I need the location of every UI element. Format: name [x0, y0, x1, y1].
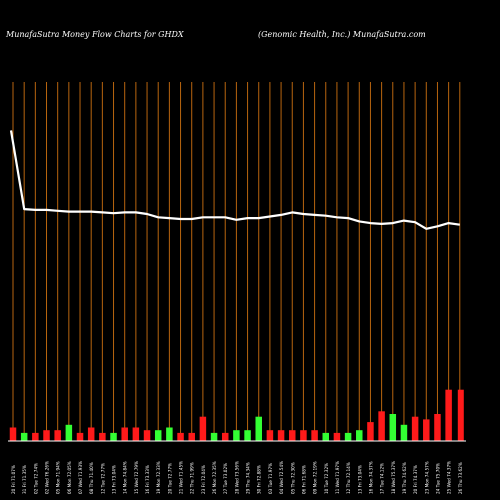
volume-bar-last [457, 389, 464, 441]
x-tick-label: 06 Fri 71.68% [301, 465, 306, 494]
volume-bar [210, 432, 218, 441]
x-tick-label: 19 Thu 74.62% [402, 462, 407, 494]
volume-bar [434, 414, 441, 441]
x-tick-label: 16 Mon 74.37% [368, 461, 373, 494]
volume-bar [154, 430, 162, 441]
volume-bar [411, 416, 419, 441]
x-tick-label: 24 Tue 75.70% [435, 463, 440, 494]
volume-bar [43, 430, 50, 441]
x-tick-label: 26 Mon 72.35% [212, 461, 217, 494]
x-tick-label: 20 Fri 74.37% [413, 465, 418, 494]
volume-bar [87, 427, 95, 441]
volume-bar [311, 430, 318, 441]
volume-bar [110, 432, 117, 441]
money-flow-line-group [9, 130, 460, 230]
x-tick-label: 03 Tue 71.97% [268, 463, 273, 494]
x-tick-label: 27 Tue 73.02% [223, 463, 228, 494]
volume-bar [132, 427, 140, 441]
grid-lines [12, 82, 461, 440]
x-tick-label: 26 Thu 73.62% [458, 462, 463, 494]
x-tick-label: 05 Mon 71.94% [56, 461, 61, 494]
volume-bar [423, 419, 430, 441]
x-tick-label: 20 Tue 72.77% [167, 463, 172, 494]
money-flow-line [9, 130, 460, 230]
x-tick-label: 25 Wed 74.37% [447, 461, 452, 494]
volume-bar [400, 424, 408, 441]
volume-bar [378, 411, 385, 441]
x-tick-label: 08 Thu 71.40% [89, 462, 94, 494]
x-tick-label: 22 Thu 71.99% [190, 462, 195, 494]
x-tick-label: 05 Thu 72.30% [290, 462, 295, 494]
x-tick-label: 07 Wed 71.93% [78, 461, 83, 494]
x-tick-label: 17 Tue 74.12% [380, 463, 385, 494]
volume-bar [322, 432, 330, 441]
volume-bar [289, 430, 296, 441]
volume-bars [9, 389, 464, 441]
x-tick-label: 04 Wed 72.54% [279, 461, 284, 494]
volume-bar [76, 432, 84, 441]
volume-bar [32, 432, 39, 441]
volume-bar [121, 427, 128, 441]
chart-header-right: (Genomic Health, Inc.) MunafaSutra.com [258, 30, 426, 39]
volume-bar [9, 427, 17, 441]
x-tick-labels: 20 Fri 71.07% 31 Fri 71.35% 02 Tue 72.74% 0… [11, 461, 463, 494]
x-tick-label: 12 Thu 72.14% [346, 462, 351, 494]
x-tick-label: 09 Mon 72.19% [313, 461, 318, 494]
x-tick-label: 31 Fri 71.35% [22, 465, 27, 494]
x-tick-label: 23 Mon 74.57% [424, 461, 429, 494]
x-tick-label: 13 Fri 73.04% [357, 465, 362, 494]
volume-bar [65, 424, 73, 441]
x-tick-label: 30 Fri 72.88% [257, 465, 262, 494]
x-tick-label: 06 Mon 72.05% [67, 461, 72, 494]
volume-bar [356, 430, 363, 441]
volume-bar [54, 430, 61, 441]
x-tick-label: 02 Tue 72.74% [33, 463, 38, 494]
volume-bar [300, 430, 307, 441]
x-tick-label: 12 Tue 72.77% [100, 463, 105, 494]
volume-bar [143, 430, 151, 441]
volume-bar [221, 432, 229, 441]
x-tick-label: 29 Thu 74.34% [246, 462, 251, 494]
x-tick-label: 02 Wed 76.26% [45, 461, 50, 494]
volume-bar [188, 432, 195, 441]
x-tick-label: 16 Fri 73.33% [145, 465, 150, 494]
volume-bar [344, 432, 352, 441]
volume-bar [233, 430, 240, 441]
volume-bar [333, 432, 341, 441]
volume-bar [266, 430, 274, 441]
x-tick-label: 10 Tue 72.32% [324, 463, 329, 494]
volume-bar [367, 422, 374, 441]
volume-bar [20, 432, 28, 441]
x-tick-label: 13 Fri 73.04% [112, 465, 117, 494]
volume-bar [244, 430, 251, 441]
x-tick-label: 14 Mon 74.84% [123, 461, 128, 494]
volume-bar [277, 430, 285, 441]
x-tick-label: 23 Fri 72.04% [201, 465, 206, 494]
volume-bar [99, 432, 106, 441]
x-tick-label: 21 Wed 71.45% [179, 461, 184, 494]
volume-bar [177, 432, 184, 441]
x-tick-label: 18 Wed 75.37% [391, 461, 396, 494]
x-tick-label: 11 Wed 71.97% [335, 461, 340, 494]
x-tick-label: 19 Mon 72.33% [156, 461, 161, 494]
x-tick-label: 15 Wed 72.79% [134, 461, 139, 494]
chart-header-left: MunafaSutra Money Flow Charts for GHDX [6, 30, 184, 39]
x-tick-label: 20 Fri 71.07% [11, 465, 16, 494]
volume-bar [445, 389, 452, 441]
volume-bar [389, 414, 397, 441]
volume-bar [199, 416, 207, 441]
volume-bar [166, 427, 173, 441]
x-tick-label: 28 Wed 73.56% [234, 461, 239, 494]
volume-bar [255, 416, 262, 441]
